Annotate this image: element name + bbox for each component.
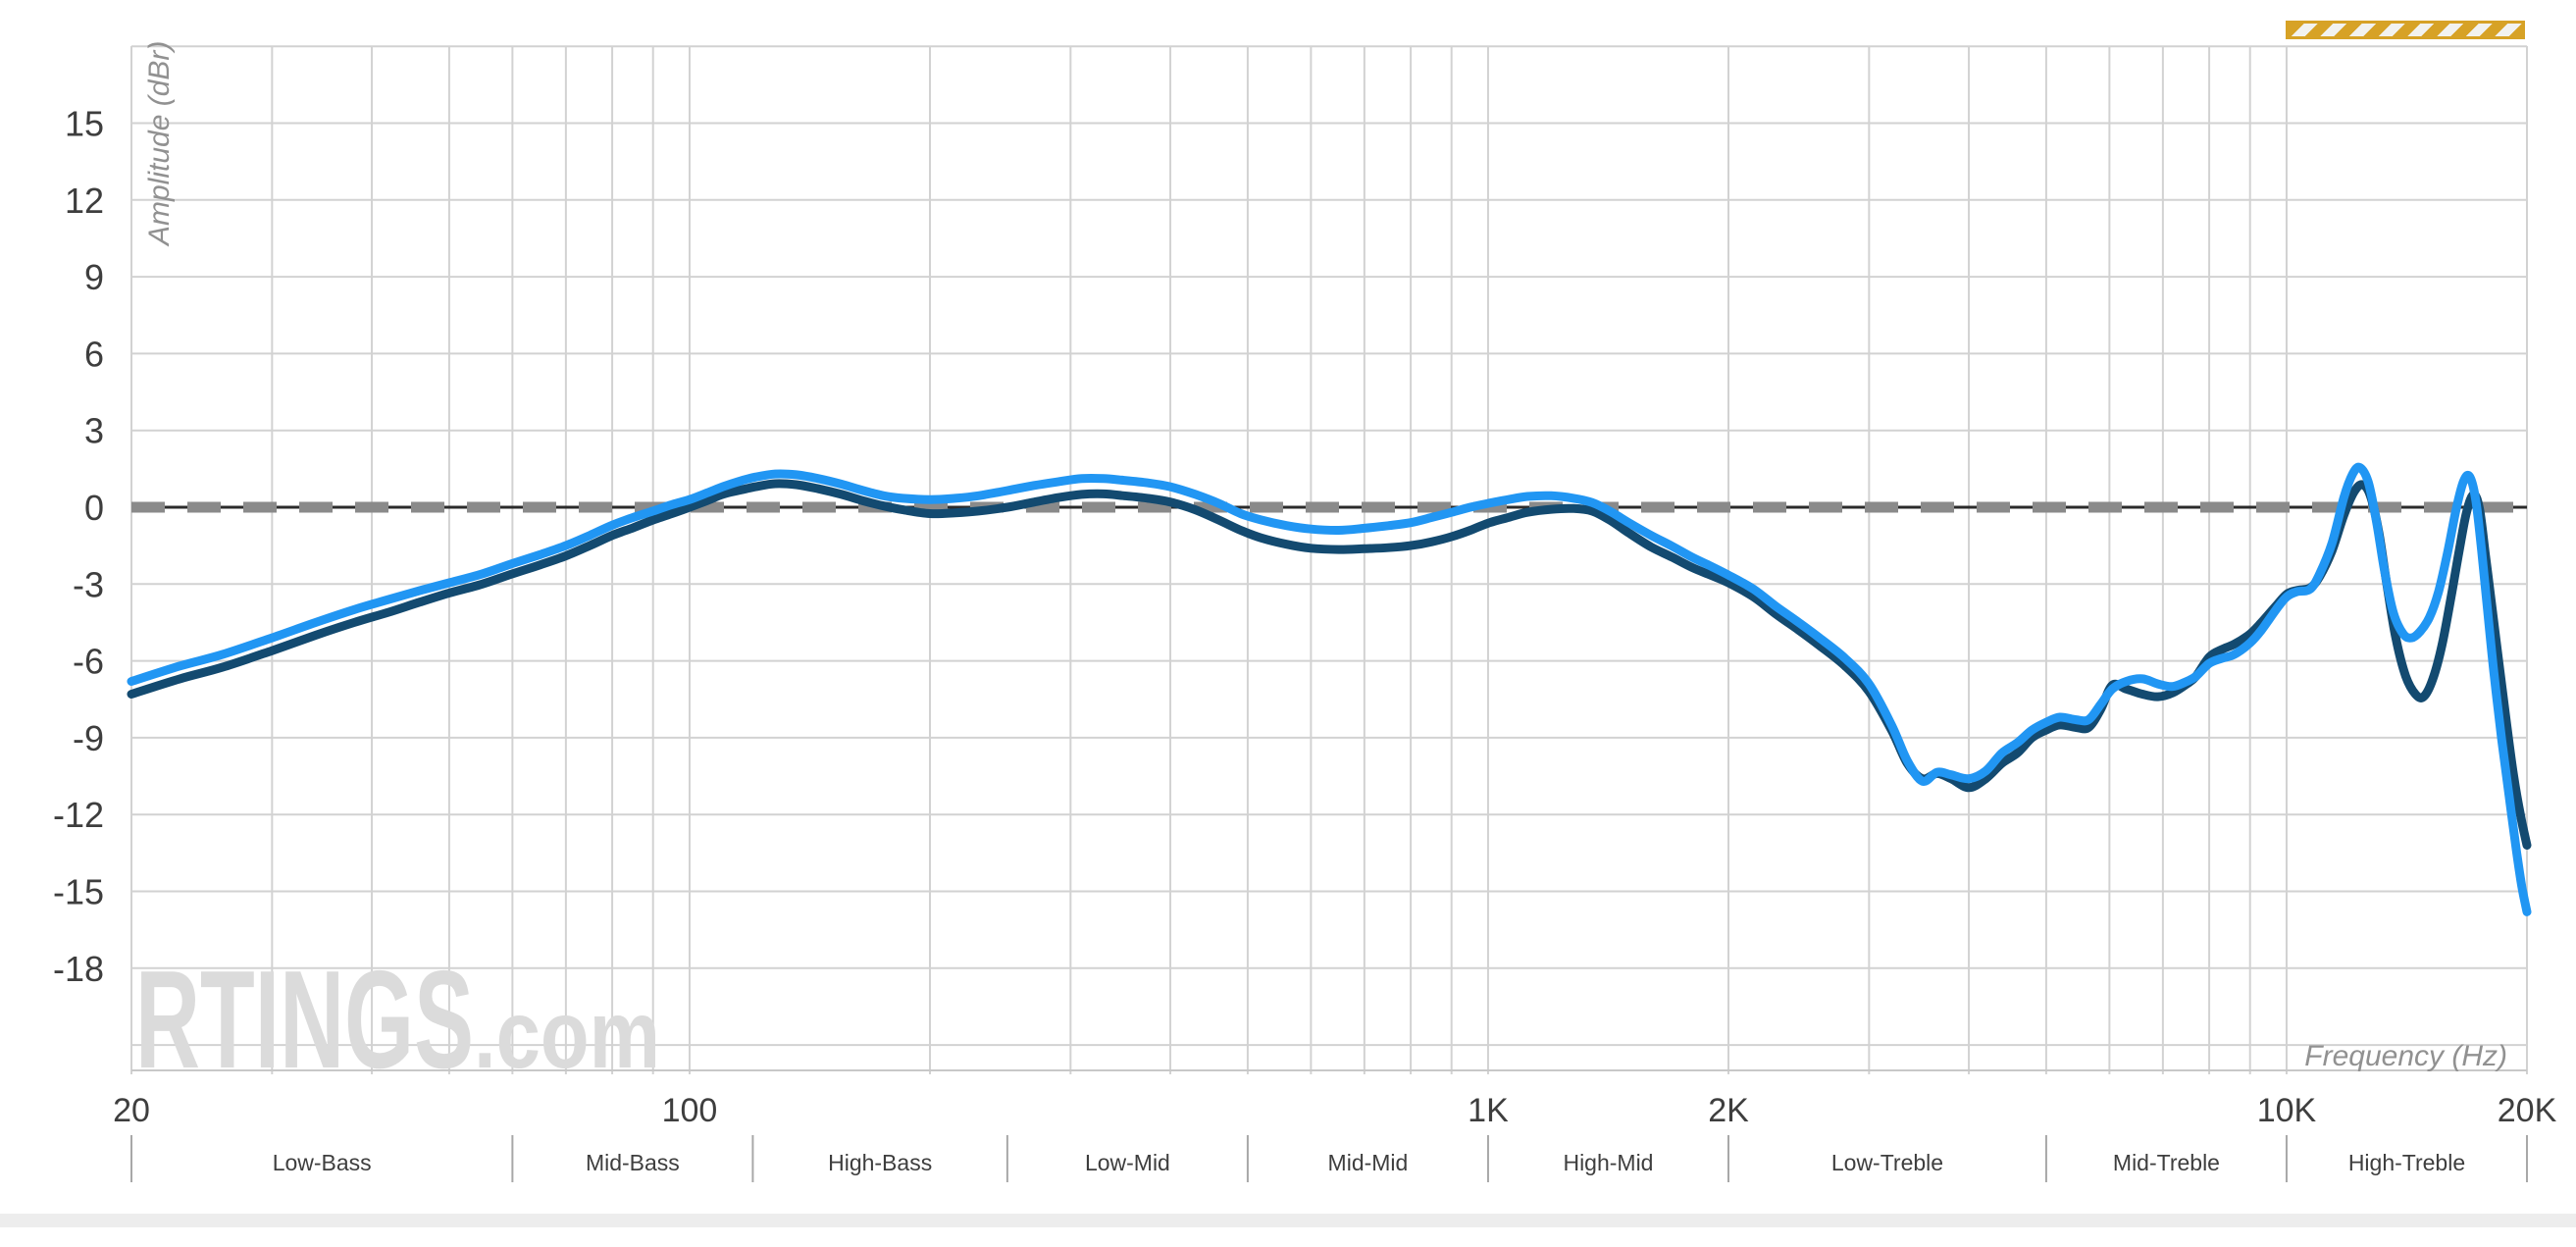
- y-tick-label: 6: [84, 334, 104, 374]
- rtings-watermark: RTINGS.com: [135, 942, 660, 1098]
- y-tick-label: -12: [53, 795, 104, 835]
- x-tick-label: 20: [113, 1092, 150, 1129]
- band-label: Low-Treble: [1831, 1150, 1943, 1175]
- y-tick-label: -9: [73, 718, 104, 758]
- x-tick-label: 1K: [1468, 1092, 1509, 1129]
- y-tick-label: 3: [84, 411, 104, 451]
- y-axis-title: Amplitude (dBr): [143, 41, 176, 247]
- band-label: Mid-Mid: [1328, 1150, 1409, 1175]
- x-tick-label: 20K: [2498, 1092, 2557, 1129]
- band-label: Mid-Treble: [2113, 1150, 2220, 1175]
- y-tick-label: 15: [65, 104, 104, 144]
- bottom-divider-strip: [0, 1214, 2576, 1227]
- band-label: Mid-Bass: [586, 1150, 680, 1175]
- x-tick-label: 100: [662, 1092, 718, 1129]
- y-tick-label: 9: [84, 257, 104, 297]
- band-label: High-Bass: [828, 1150, 932, 1175]
- band-label: Low-Bass: [273, 1150, 372, 1175]
- band-label: High-Mid: [1563, 1150, 1653, 1175]
- hazard-stripe-banner: [2286, 21, 2525, 39]
- band-label: Low-Mid: [1085, 1150, 1170, 1175]
- x-axis-title: Frequency (Hz): [2304, 1040, 2507, 1072]
- band-label: High-Treble: [2348, 1150, 2465, 1175]
- y-tick-label: -15: [53, 872, 104, 912]
- y-tick-label: 12: [65, 181, 104, 221]
- light-blue-curve: [127, 462, 2532, 916]
- dark-blue-curve: [127, 479, 2532, 850]
- y-tick-label: -6: [73, 642, 104, 682]
- x-tick-label: 10K: [2257, 1092, 2317, 1129]
- y-tick-label: -3: [73, 564, 104, 604]
- y-tick-label: 0: [84, 488, 104, 528]
- y-tick-label: -18: [53, 949, 104, 989]
- x-tick-label: 2K: [1708, 1092, 1749, 1129]
